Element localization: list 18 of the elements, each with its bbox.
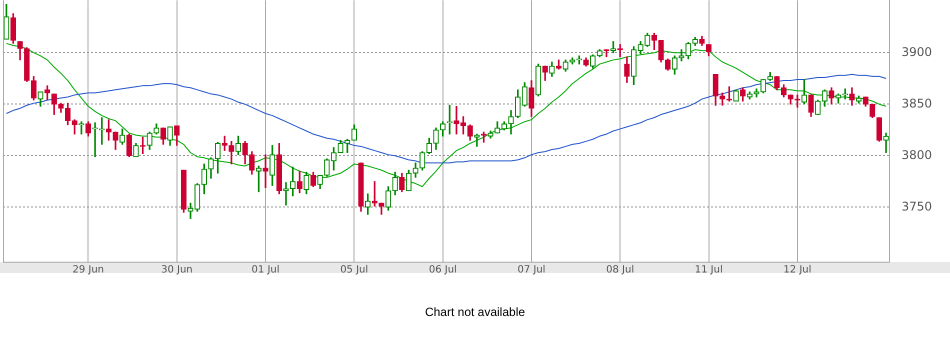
x-tick-label: 01 Jul (252, 264, 280, 276)
candlestick (262, 154, 268, 188)
candlestick (92, 122, 98, 158)
x-tick-label: 29 Jun (72, 264, 104, 276)
x-tick-label: 06 Jul (428, 264, 457, 276)
y-tick-label: 3800 (901, 148, 932, 162)
x-tick-label: 11 Jul (694, 264, 723, 276)
candlestick (188, 202, 194, 219)
candlestick (883, 132, 889, 153)
x-tick-label: 12 Jul (783, 264, 812, 276)
x-tick-label: 30 Jun (161, 264, 193, 276)
x-tick-label: 05 Jul (340, 264, 368, 276)
y-tick-label: 3750 (901, 199, 932, 214)
x-tick-label: 07 Jul (517, 264, 546, 276)
y-tick-label: 3850 (901, 96, 932, 110)
x-tick-label: 08 Jul (606, 264, 634, 276)
text: Chart not available (424, 305, 526, 319)
y-tick-label: 3900 (901, 44, 932, 59)
